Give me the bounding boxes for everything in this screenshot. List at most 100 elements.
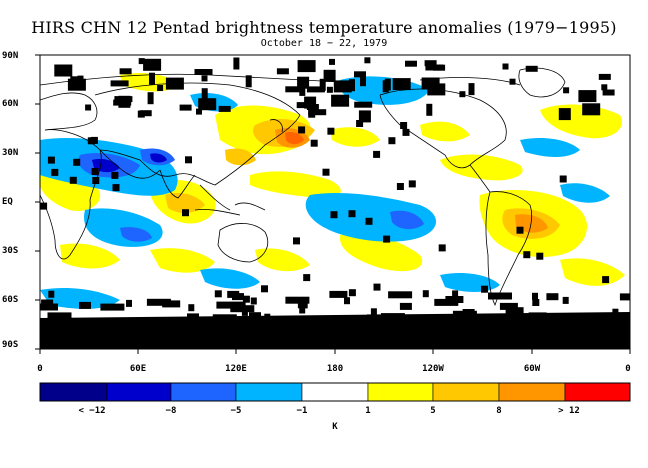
- missing-block: [444, 316, 457, 323]
- missing-block: [233, 57, 240, 70]
- missing-block: [331, 94, 350, 107]
- colorbar-box-6: [432, 382, 500, 402]
- missing-block: [196, 108, 202, 115]
- missing-block: [370, 308, 377, 316]
- colorbar-label-1: 1: [365, 406, 371, 416]
- missing-block: [306, 86, 325, 93]
- missing-block: [230, 305, 255, 313]
- missing-block: [452, 310, 477, 318]
- missing-block: [598, 73, 611, 80]
- missing-block: [358, 110, 371, 123]
- colorbar-label-neg1: −1: [296, 406, 308, 416]
- lat-label-30s: 30S: [2, 246, 19, 256]
- missing-block: [327, 127, 335, 135]
- colorbar-box-2: [170, 382, 237, 402]
- missing-block: [481, 285, 488, 293]
- missing-block: [79, 301, 91, 309]
- missing-block: [297, 60, 316, 73]
- missing-data-antarctic: [40, 312, 630, 349]
- lat-label-90n: 90N: [2, 51, 19, 61]
- colorbar-frame: [39, 382, 631, 402]
- missing-block: [524, 319, 549, 327]
- figure-title: HIRS CHN 12 Pentad brightness temperatur…: [31, 18, 617, 37]
- lon-label-60e: 60E: [129, 364, 147, 374]
- colorbar-unit: K: [332, 422, 338, 432]
- missing-block: [41, 299, 54, 307]
- missing-block: [119, 68, 132, 75]
- missing-block: [525, 65, 538, 72]
- missing-block: [296, 102, 309, 109]
- missing-block: [216, 301, 241, 309]
- missing-block: [250, 297, 257, 305]
- missing-block: [365, 217, 373, 225]
- missing-block: [425, 64, 444, 71]
- missing-block: [301, 301, 308, 309]
- missing-block: [509, 78, 516, 85]
- missing-block: [308, 110, 316, 118]
- missing-block: [402, 128, 410, 136]
- missing-block: [382, 80, 389, 93]
- missing-block: [40, 303, 58, 311]
- missing-block: [559, 175, 567, 183]
- missing-block: [342, 316, 361, 324]
- missing-block: [276, 68, 289, 75]
- lon-label-120e: 120E: [225, 364, 247, 374]
- missing-block: [422, 290, 429, 298]
- missing-block: [87, 137, 95, 145]
- missing-block: [111, 171, 119, 179]
- missing-block: [212, 314, 237, 322]
- colorbar-label-lt-12: < −12: [78, 406, 106, 416]
- lat-label-30n: 30N: [2, 148, 19, 158]
- missing-block: [329, 58, 335, 65]
- missing-block: [198, 98, 217, 111]
- missing-block: [349, 79, 355, 92]
- missing-block: [185, 156, 192, 164]
- missing-block: [528, 312, 547, 320]
- missing-block: [354, 101, 373, 108]
- missing-block: [619, 293, 630, 301]
- missing-block: [261, 285, 268, 293]
- missing-block: [400, 122, 408, 129]
- missing-block: [118, 95, 131, 108]
- missing-block: [162, 300, 181, 308]
- missing-block: [507, 317, 514, 325]
- missing-block: [438, 244, 446, 252]
- missing-block: [100, 303, 125, 311]
- missing-block: [54, 64, 73, 77]
- missing-block: [502, 63, 509, 70]
- missing-block: [182, 209, 189, 217]
- colorbar-label-8: 8: [496, 406, 502, 416]
- missing-block: [293, 237, 300, 245]
- missing-block: [73, 158, 81, 166]
- missing-block: [602, 89, 615, 96]
- missing-block: [138, 58, 145, 65]
- colorbar-box-5: [367, 382, 434, 402]
- missing-block: [323, 69, 336, 82]
- missing-block: [330, 211, 338, 219]
- missing-block: [227, 290, 240, 298]
- figure-subtitle: October 18 − 22, 1979: [260, 38, 388, 49]
- missing-block: [360, 74, 366, 87]
- missing-block: [180, 318, 187, 326]
- lon-label-120w: 120W: [422, 364, 444, 374]
- missing-block: [249, 312, 261, 320]
- missing-block: [333, 80, 352, 93]
- missing-block: [373, 283, 381, 291]
- missing-block: [85, 104, 92, 111]
- missing-block: [582, 103, 601, 116]
- missing-block: [578, 90, 597, 103]
- missing-block: [546, 293, 559, 301]
- missing-block: [241, 308, 248, 316]
- extreme-warm-regions: [285, 131, 304, 145]
- missing-block: [388, 137, 396, 145]
- missing-block: [297, 301, 304, 309]
- colorbar-label-neg5: −5: [230, 406, 242, 416]
- missing-block: [392, 78, 411, 91]
- missing-block: [319, 78, 326, 91]
- lon-label-180: 180: [326, 364, 344, 374]
- warm-anomaly-regions: [40, 73, 625, 286]
- missing-block: [285, 296, 310, 304]
- missing-block: [348, 210, 356, 218]
- lon-label-60w: 60W: [523, 364, 541, 374]
